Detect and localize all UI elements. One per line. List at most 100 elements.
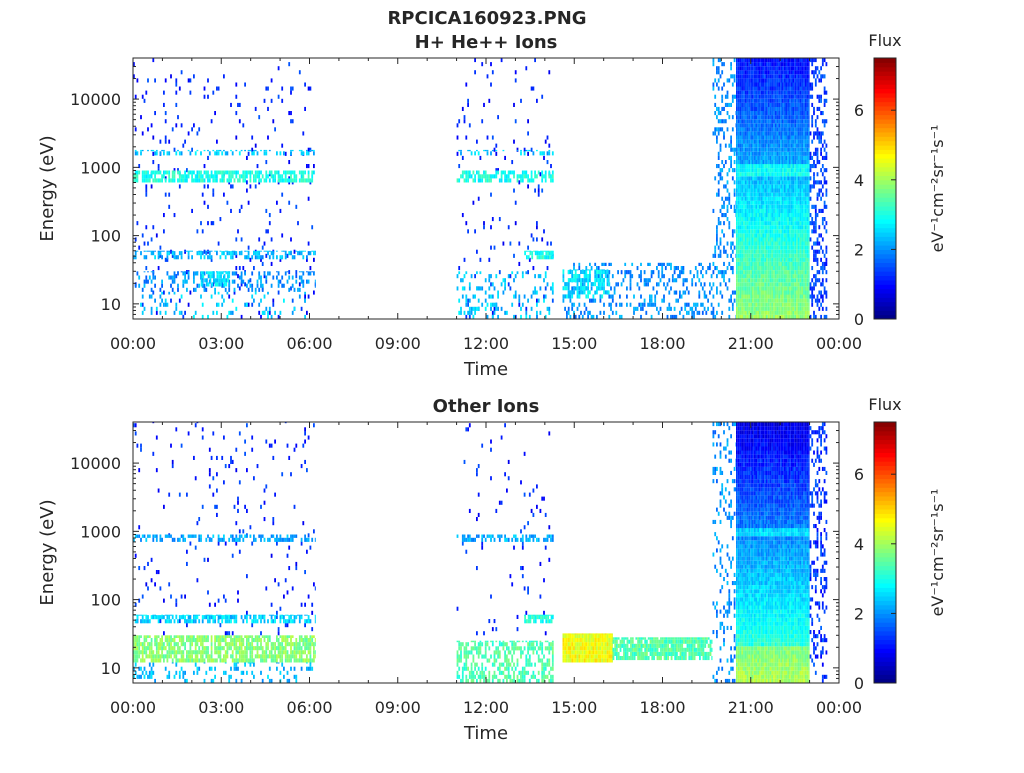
flux-cell (792, 217, 795, 222)
flux-cell (748, 106, 751, 111)
flux-cell (474, 310, 476, 315)
flux-cell (780, 184, 782, 189)
flux-cell (773, 310, 775, 315)
flux-cell (235, 174, 238, 179)
flux-cell (150, 184, 153, 189)
flux-cell (193, 279, 195, 284)
flux-cell (759, 200, 761, 205)
flux-cell (744, 184, 747, 189)
flux-cell (792, 151, 795, 156)
flux-cell (201, 178, 204, 183)
flux-cell (769, 298, 772, 303)
flux-cell (599, 269, 602, 271)
flux-cell (764, 78, 767, 83)
flux-cell (755, 119, 758, 124)
flux-cell (481, 178, 484, 183)
flux-cell (502, 241, 505, 246)
flux-cell (484, 306, 487, 311)
flux-cell (247, 279, 250, 284)
flux-cell (463, 310, 466, 315)
flux-cell (746, 172, 749, 177)
flux-cell (771, 160, 774, 165)
flux-cell (741, 188, 744, 193)
flux-cell (495, 149, 498, 152)
flux-cell (744, 229, 747, 234)
flux-cell (314, 251, 316, 256)
flux-cell (746, 106, 749, 111)
flux-cell (594, 274, 597, 279)
flux-cell (801, 298, 804, 303)
flux-cell (750, 131, 752, 136)
flux-cell (799, 66, 802, 71)
flux-cell (226, 170, 229, 175)
flux-cell (766, 233, 768, 238)
flux-cell (604, 269, 607, 274)
flux-cell (224, 170, 227, 175)
flux-cell (780, 147, 782, 152)
flux-cell (309, 178, 312, 183)
flux-cell (200, 282, 203, 287)
flux-cell (785, 213, 788, 218)
flux-cell (750, 86, 752, 91)
flux-cell (767, 274, 770, 279)
flux-cell (500, 282, 503, 287)
flux-cell (474, 151, 476, 156)
flux-cell (736, 94, 738, 99)
flux-cell (799, 257, 802, 262)
flux-cell (780, 102, 782, 107)
flux-cell (175, 123, 178, 128)
flux-cell (629, 270, 632, 275)
flux-cell (771, 196, 774, 201)
flux-cell (776, 217, 779, 222)
flux-cell (783, 208, 786, 213)
flux-cell (138, 245, 141, 250)
flux-cell (774, 221, 777, 226)
flux-cell (210, 119, 213, 124)
flux-cell (194, 151, 197, 156)
flux-cell (601, 274, 604, 279)
flux-cell (569, 314, 572, 319)
flux-cell (251, 271, 254, 276)
flux-cell (223, 174, 225, 179)
flux-cell (465, 298, 468, 303)
flux-cell (769, 86, 772, 91)
flux-cell (258, 237, 261, 242)
flux-cell (764, 62, 767, 67)
flux-cell (302, 279, 305, 284)
flux-cell (748, 115, 751, 120)
flux-cell (780, 270, 782, 275)
flux-cell (484, 298, 487, 303)
flux-cell (806, 176, 809, 181)
flux-cell (744, 314, 747, 319)
flux-cell (814, 241, 817, 246)
flux-cell (781, 261, 784, 266)
flux-cell (766, 196, 768, 201)
flux-cell (196, 229, 199, 234)
flux-cell (307, 196, 310, 201)
flux-cell (242, 170, 245, 175)
flux-cell (518, 294, 521, 299)
flux-cell (762, 253, 765, 258)
flux-cell (762, 111, 765, 116)
flux-cell (521, 178, 524, 183)
flux-cell (736, 74, 738, 79)
flux-cell (631, 262, 634, 266)
flux-cell (481, 62, 484, 67)
flux-cell (297, 251, 299, 256)
flux-cell (247, 245, 250, 250)
flux-cell (244, 149, 246, 152)
flux-cell (751, 155, 754, 160)
flux-cell (309, 86, 312, 91)
flux-cell (764, 151, 767, 156)
flux-cell (801, 94, 804, 99)
flux-cell (801, 204, 804, 209)
flux-cell (227, 278, 229, 283)
flux-cell (785, 66, 788, 71)
flux-cell (597, 282, 600, 287)
flux-cell (608, 290, 610, 295)
flux-cell (530, 147, 533, 152)
flux-cell (741, 143, 744, 148)
flux-cell (502, 290, 505, 295)
flux-cell (766, 257, 768, 262)
flux-cell (790, 294, 793, 299)
